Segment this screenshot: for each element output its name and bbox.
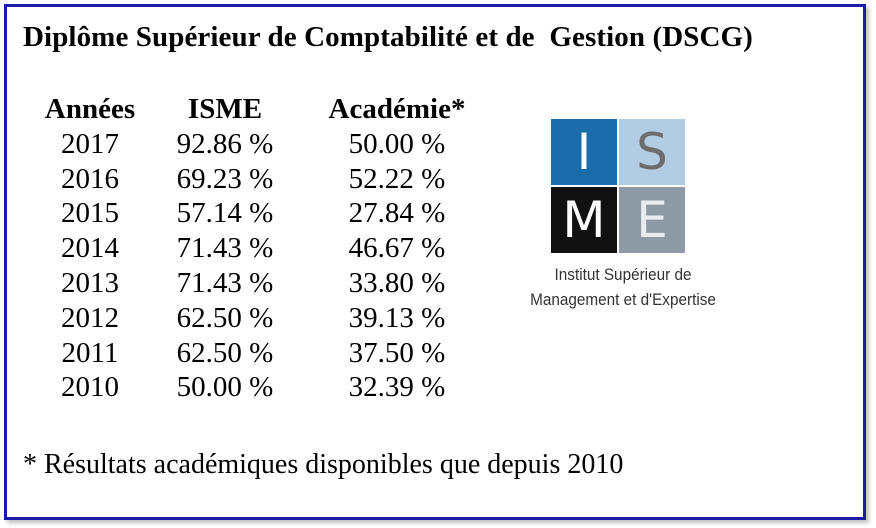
year-cell: 2015 xyxy=(61,197,119,230)
table-header-row: Années ISME Académie* xyxy=(29,91,495,127)
year-cell: 2017 xyxy=(61,127,119,160)
isme-cell: 57.14 % xyxy=(176,197,274,230)
logo-tile-s: S xyxy=(619,119,685,185)
academie-cell: 32.39 % xyxy=(348,371,446,404)
info-panel: Diplôme Supérieur de Comptabilité et de … xyxy=(4,4,866,520)
year-cell: 2011 xyxy=(61,336,119,369)
isme-cell: 71.43 % xyxy=(176,232,274,265)
logo-tile-i: I xyxy=(551,119,617,185)
table-row: 2011 62.50 % 37.50 % xyxy=(29,336,495,371)
header-isme: ISME xyxy=(187,92,263,125)
year-cell: 2010 xyxy=(61,371,119,404)
footnote: * Résultats académiques disponibles que … xyxy=(23,449,624,480)
header-years: Années xyxy=(44,92,136,125)
isme-cell: 50.00 % xyxy=(176,371,274,404)
year-cell: 2013 xyxy=(61,267,119,300)
year-cell: 2012 xyxy=(61,301,119,334)
header-academie: Académie* xyxy=(328,92,466,125)
academie-cell: 37.50 % xyxy=(348,336,446,369)
page-title: Diplôme Supérieur de Comptabilité et de … xyxy=(23,21,753,53)
academie-cell: 33.80 % xyxy=(348,267,446,300)
logo-tile-e: E xyxy=(619,187,685,253)
academie-cell: 27.84 % xyxy=(348,197,446,230)
isme-cell: 71.43 % xyxy=(176,267,274,300)
table-row: 2015 57.14 % 27.84 % xyxy=(29,197,495,232)
logo-caption-line2: Management et d'Expertise xyxy=(530,290,716,309)
isme-logo: I S M E Institut Supérieur de Management… xyxy=(515,115,731,315)
academie-cell: 52.22 % xyxy=(348,162,446,195)
logo-caption-line1: Institut Supérieur de xyxy=(554,265,692,284)
table-row: 2013 71.43 % 33.80 % xyxy=(29,266,495,301)
table-row: 2012 62.50 % 39.13 % xyxy=(29,301,495,336)
isme-cell: 92.86 % xyxy=(176,127,274,160)
table-row: 2017 92.86 % 50.00 % xyxy=(29,127,495,162)
table-row: 2010 50.00 % 32.39 % xyxy=(29,371,495,406)
table-row: 2014 71.43 % 46.67 % xyxy=(29,231,495,266)
isme-cell: 69.23 % xyxy=(176,162,274,195)
logo-tile-m: M xyxy=(551,187,617,253)
table-row: 2016 69.23 % 52.22 % xyxy=(29,162,495,197)
year-cell: 2016 xyxy=(61,162,119,195)
academie-cell: 46.67 % xyxy=(348,232,446,265)
isme-cell: 62.50 % xyxy=(176,301,274,334)
year-cell: 2014 xyxy=(61,232,119,265)
isme-cell: 62.50 % xyxy=(176,336,274,369)
academie-cell: 39.13 % xyxy=(348,301,446,334)
results-table: Années ISME Académie* 2017 92.86 % 50.00… xyxy=(29,91,495,405)
academie-cell: 50.00 % xyxy=(348,127,446,160)
